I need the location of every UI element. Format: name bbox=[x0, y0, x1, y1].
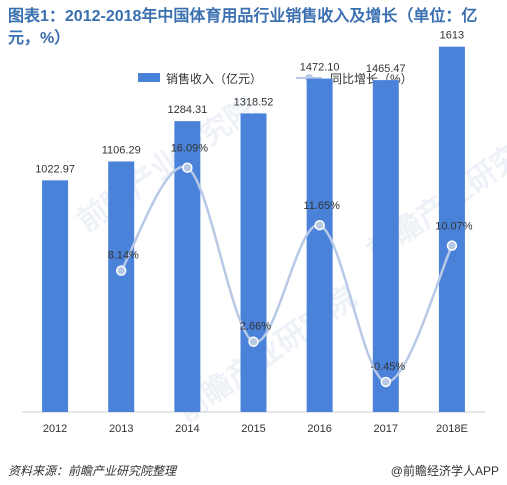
growth-label: 2.66% bbox=[240, 321, 271, 333]
bar-value-label: 1022.97 bbox=[35, 163, 75, 175]
bar bbox=[306, 78, 333, 413]
growth-label: 10.07% bbox=[435, 221, 473, 233]
growth-point bbox=[248, 336, 259, 347]
bar bbox=[438, 46, 465, 412]
legend-bar-swatch bbox=[138, 73, 160, 82]
growth-point bbox=[182, 162, 193, 173]
growth-label: 11.65% bbox=[303, 200, 340, 212]
x-tick-label: 2012 bbox=[43, 423, 67, 435]
brand-credit: @前瞻经济学人APP bbox=[390, 464, 499, 478]
x-tick-label: 2016 bbox=[307, 423, 331, 435]
x-tick-label: 2013 bbox=[109, 423, 133, 435]
bar bbox=[240, 113, 267, 413]
bar-value-label: 1465.47 bbox=[366, 63, 406, 75]
bar-value-label: 1472.10 bbox=[300, 62, 340, 74]
growth-label: 8.14% bbox=[108, 250, 139, 262]
x-tick-label: 2015 bbox=[241, 423, 265, 435]
bar-value-label: 1106.29 bbox=[102, 144, 141, 156]
bar-value-label: 1284.31 bbox=[167, 104, 207, 116]
source-note: 资料来源：前瞻产业研究院整理 bbox=[8, 464, 177, 478]
legend: 销售收入（亿元） 同比增长（%） bbox=[0, 70, 507, 86]
bar bbox=[372, 80, 399, 413]
growth-label: -0.45% bbox=[370, 361, 405, 373]
growth-point bbox=[314, 219, 325, 231]
growth-point bbox=[446, 240, 458, 251]
bar-value-label: 1318.52 bbox=[234, 96, 274, 108]
growth-point bbox=[380, 376, 392, 388]
growth-point bbox=[115, 265, 127, 276]
chart-title: 图表1：2012-2018年中国体育用品行业销售收入及增长（单位：亿元，%） bbox=[8, 8, 478, 47]
bar-value-label: 1613 bbox=[440, 30, 464, 42]
legend-line-marker bbox=[305, 74, 313, 82]
x-tick-label: 2014 bbox=[175, 423, 199, 435]
growth-line bbox=[120, 165, 454, 384]
bar bbox=[108, 161, 135, 412]
growth-label: 16.09% bbox=[171, 143, 209, 155]
bar bbox=[42, 180, 69, 412]
legend-bar-label: 销售收入（亿元） bbox=[166, 72, 263, 86]
x-tick-label: 2018E bbox=[436, 423, 468, 435]
x-tick-label: 2017 bbox=[374, 423, 398, 435]
